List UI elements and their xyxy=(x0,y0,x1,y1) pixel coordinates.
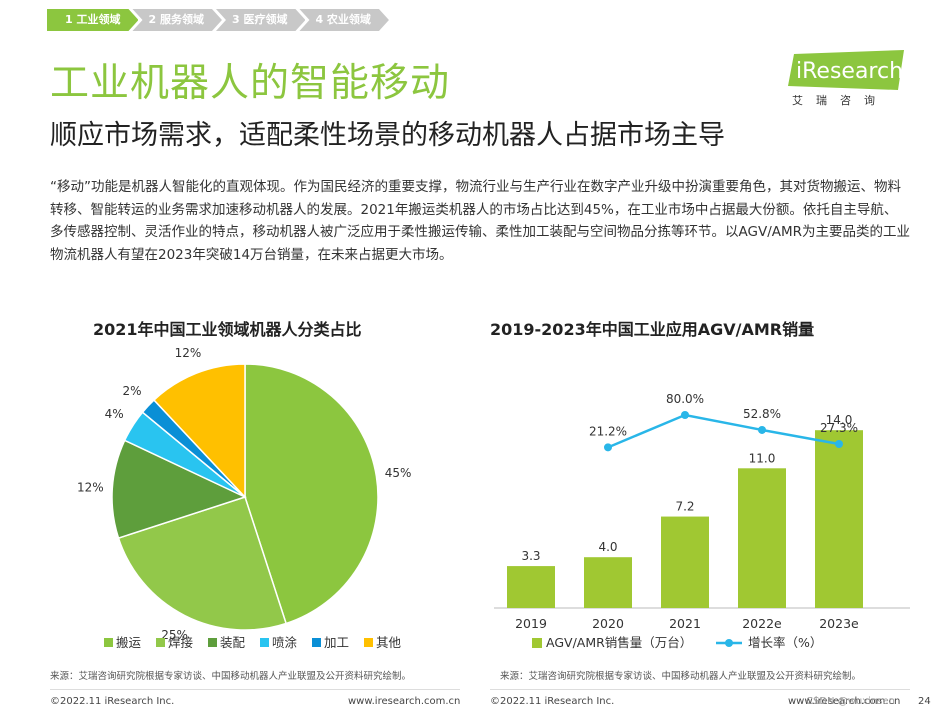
legend-label-sales: AGV/AMR销售量（万台） xyxy=(546,635,692,650)
pie-legend-swatch xyxy=(312,638,321,647)
bar-2023e xyxy=(815,430,863,608)
bar-2020 xyxy=(584,557,632,608)
pie-slice-装配 xyxy=(111,439,248,540)
source-note-right: 来源：艾瑞咨询研究院根据专家访谈、中国移动机器人产业联盟及公开资料研究绘制。 xyxy=(500,671,862,682)
footer-copyright-left: ©2022.11 iResearch Inc. xyxy=(50,696,175,707)
growth-rate-label: 21.2% xyxy=(589,424,627,438)
growth-rate-point xyxy=(758,425,766,434)
pie-chart: 45% 25% 12% 4% 2% 12% 搬运 焊接 装配 喷涂 加工 其他 xyxy=(77,346,412,650)
bar-value-label: 3.3 xyxy=(521,549,540,563)
page-number: 24 xyxy=(918,696,931,707)
pie-value-label: 4% xyxy=(105,407,124,421)
bar-value-label: 11.0 xyxy=(749,451,776,465)
footer-divider-left xyxy=(50,689,460,690)
tab-industrial[interactable]: 1 工业领域 xyxy=(47,9,138,31)
pie-value-label: 25% xyxy=(161,628,188,642)
section-tabs: 1 工业领域 2 服务领域 3 医疗领域 4 农业领域 xyxy=(47,9,383,31)
logo-cn-text: 艾瑞咨询 xyxy=(792,94,888,107)
pie-legend-swatch xyxy=(156,638,165,647)
growth-rate-label: 52.8% xyxy=(743,407,781,421)
pie-value-label: 12% xyxy=(175,346,202,360)
x-tick-label: 2023e xyxy=(819,616,859,631)
pie-slice-焊接 xyxy=(117,496,288,631)
pie-legend-swatch xyxy=(260,638,269,647)
pie-slice-搬运 xyxy=(244,363,379,625)
pie-legend-label: 装配 xyxy=(220,635,246,650)
growth-rate-label: 27.3% xyxy=(820,421,858,435)
pie-value-label: 12% xyxy=(77,480,104,494)
footer-url-right[interactable]: www.iresearch.com.cn xyxy=(788,696,901,707)
growth-rate-point xyxy=(681,411,689,419)
tab-service[interactable]: 2 服务领域 xyxy=(132,9,221,31)
footer-copyright-right: ©2022.11 iResearch Inc. xyxy=(490,696,615,707)
bar-2022e xyxy=(738,468,786,608)
logo-text: iResearch xyxy=(796,59,903,84)
tab-medical[interactable]: 3 医疗领域 xyxy=(216,9,305,31)
x-tick-label: 2022e xyxy=(742,616,782,631)
growth-rate-point xyxy=(604,443,612,452)
source-note-left: 来源：艾瑞咨询研究院根据专家访谈、中国移动机器人产业联盟及公开资料研究绘制。 xyxy=(50,671,412,682)
pie-slice-其他 xyxy=(152,363,246,499)
tab-agriculture[interactable]: 4 农业领域 xyxy=(299,9,388,31)
pie-legend-swatch xyxy=(364,638,373,647)
bar-2019 xyxy=(507,566,555,608)
growth-rate-label: 80.0% xyxy=(666,392,704,406)
iresearch-logo: iResearch xyxy=(788,50,904,90)
pie-chart-title: 2021年中国工业领域机器人分类占比 xyxy=(93,320,362,339)
growth-rate-line xyxy=(607,413,840,449)
watermark: CSDN @wuxinsen xyxy=(806,696,895,707)
bar-value-label: 4.0 xyxy=(598,540,617,554)
footer-divider-right xyxy=(490,689,910,690)
body-paragraph: “移动”功能是机器人智能化的直观体现。作为国民经济的重要支撑，物流行业与生产行业… xyxy=(50,179,911,263)
pie-value-label: 2% xyxy=(122,384,141,398)
legend-label-growth: 增长率（%） xyxy=(748,635,822,650)
bar-value-label: 14.0 xyxy=(826,413,853,427)
pie-legend-label: 其他 xyxy=(376,635,402,650)
bar-line-chart: 3.3 2019 4.0 2020 7.2 2021 11.0 2022e 14.0 2023e 2… xyxy=(494,392,910,650)
pie-legend-swatch xyxy=(208,638,217,647)
bar-value-label: 7.2 xyxy=(675,500,694,514)
pie-legend-swatch xyxy=(104,638,113,647)
pie-legend-label: 焊接 xyxy=(168,635,194,650)
pie-legend-label: 搬运 xyxy=(116,635,142,650)
pie-legend-label: 喷涂 xyxy=(272,635,298,650)
page-subtitle: 顺应市场需求，适配柔性场景的移动机器人占据市场主导 xyxy=(50,120,725,151)
bar-chart-title: 2019-2023年中国工业应用AGV/AMR销量 xyxy=(490,320,815,339)
page-title: 工业机器人的智能移动 xyxy=(50,61,451,106)
legend-marker-growth xyxy=(725,639,733,647)
growth-rate-point xyxy=(835,439,843,448)
x-tick-label: 2020 xyxy=(592,616,624,631)
footer-url-left[interactable]: www.iresearch.com.cn xyxy=(348,696,461,707)
x-tick-label: 2019 xyxy=(515,616,547,631)
legend-swatch-sales xyxy=(532,638,542,648)
bar-2021 xyxy=(661,516,709,608)
pie-legend-label: 加工 xyxy=(324,635,349,650)
x-tick-label: 2021 xyxy=(669,616,701,631)
pie-value-label: 45% xyxy=(385,466,412,480)
